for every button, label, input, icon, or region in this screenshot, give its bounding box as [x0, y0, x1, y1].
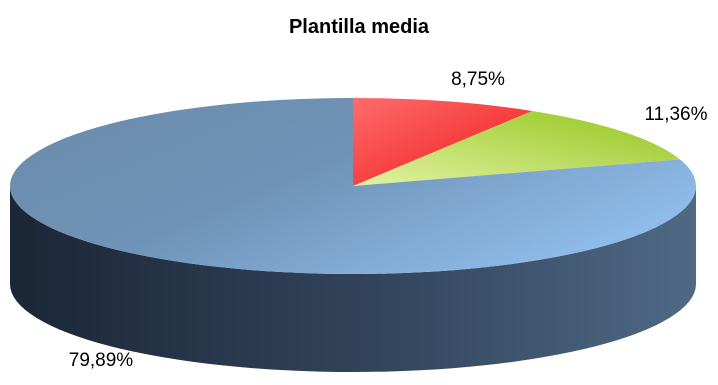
slice-label-3: 79,89%: [69, 350, 134, 371]
pie-side-wall: [10, 186, 696, 372]
slice-label-2: 11,36%: [644, 104, 707, 125]
chart-title: Plantilla media: [288, 16, 430, 38]
pie-slice-3: [10, 98, 697, 274]
slice-label-1: 8,75%: [451, 69, 505, 90]
pie-slice-1: [353, 98, 533, 186]
pie-slice-2: [353, 110, 680, 186]
